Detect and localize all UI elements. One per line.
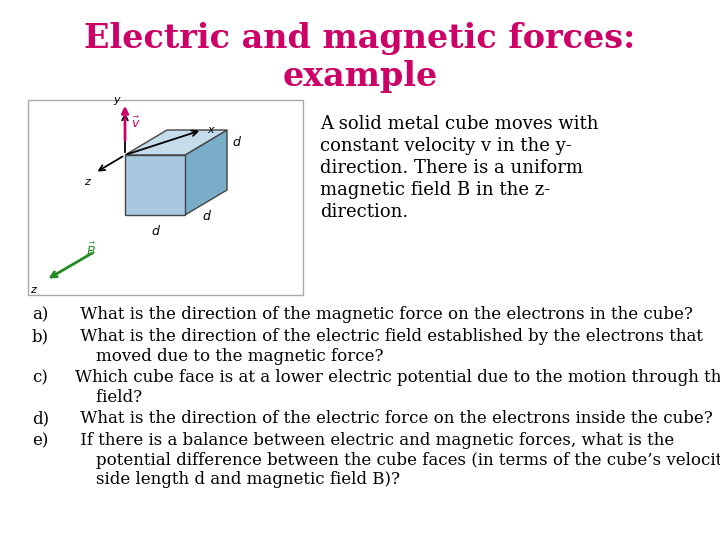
Text: y: y (114, 95, 120, 105)
Text: d: d (202, 211, 210, 224)
Text: $\vec{B}$: $\vec{B}$ (86, 242, 96, 259)
Text: d: d (151, 225, 159, 238)
Text: z: z (84, 177, 90, 187)
Text: example: example (282, 60, 438, 93)
Text: b): b) (32, 328, 49, 345)
Text: e): e) (32, 432, 48, 449)
Text: Electric and magnetic forces:: Electric and magnetic forces: (84, 22, 636, 55)
Bar (28, 100, 303, 295)
Text: z: z (30, 285, 36, 295)
Text: What is the direction of the magnetic force on the electrons in the cube?: What is the direction of the magnetic fo… (75, 306, 693, 323)
Text: a): a) (32, 306, 48, 323)
Polygon shape (185, 130, 227, 215)
Text: d: d (232, 136, 240, 149)
Text: constant velocity v in the y-: constant velocity v in the y- (320, 137, 572, 155)
Text: d): d) (32, 410, 49, 427)
Text: If there is a balance between electric and magnetic forces, what is the
    pote: If there is a balance between electric a… (75, 432, 720, 488)
Polygon shape (125, 155, 185, 215)
Text: direction.: direction. (320, 203, 408, 221)
Text: What is the direction of the electric field established by the electrons that
  : What is the direction of the electric fi… (75, 328, 703, 364)
Text: c): c) (32, 369, 48, 386)
Text: A solid metal cube moves with: A solid metal cube moves with (320, 115, 598, 133)
Text: magnetic field B in the z-: magnetic field B in the z- (320, 181, 550, 199)
Text: What is the direction of the electric force on the electrons inside the cube?: What is the direction of the electric fo… (75, 410, 713, 427)
Text: x: x (207, 125, 214, 135)
Text: direction. There is a uniform: direction. There is a uniform (320, 159, 583, 177)
Text: $\vec{v}$: $\vec{v}$ (131, 116, 140, 131)
Text: Which cube face is at a lower electric potential due to the motion through the
 : Which cube face is at a lower electric p… (75, 369, 720, 406)
Polygon shape (125, 130, 227, 155)
